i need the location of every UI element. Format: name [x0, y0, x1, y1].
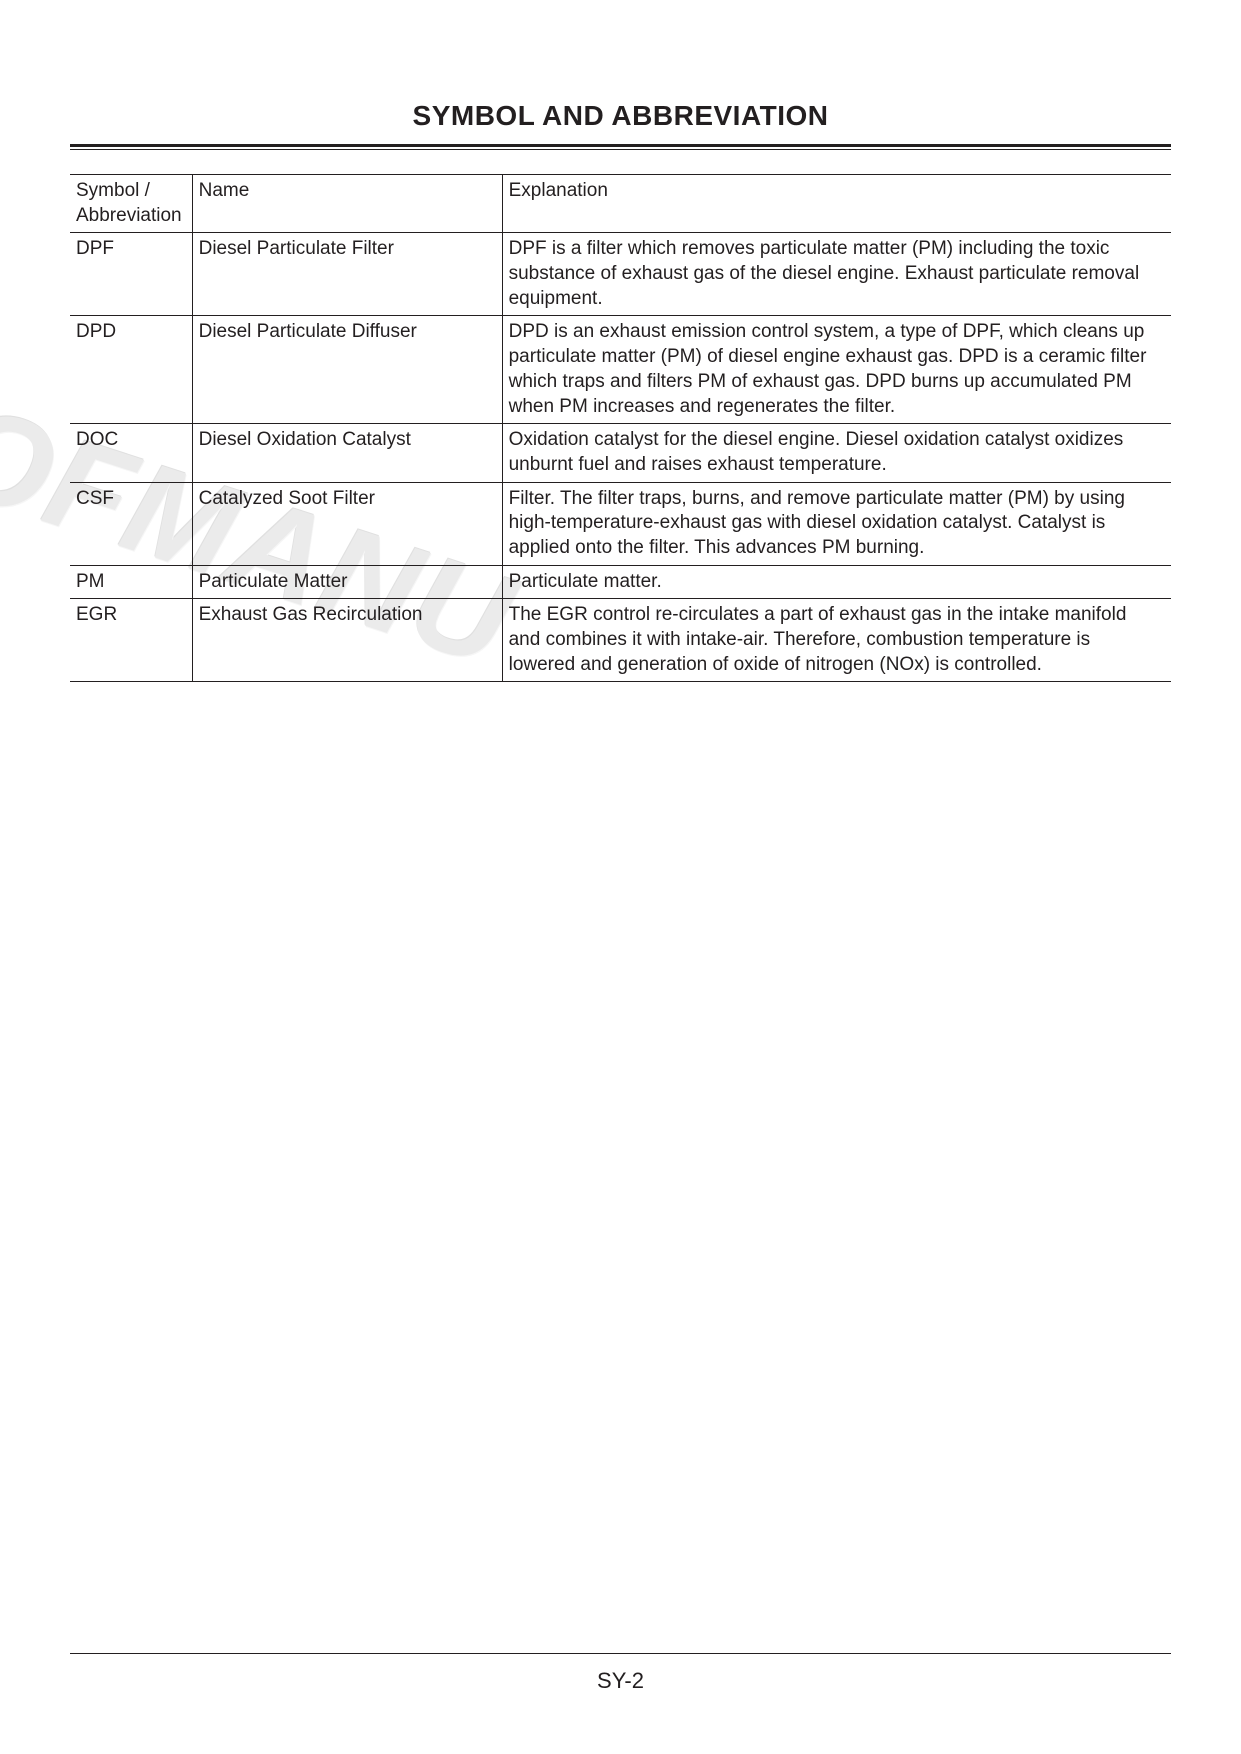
cell-symbol: EGR: [70, 599, 192, 682]
cell-explanation: DPD is an exhaust emission control syste…: [502, 316, 1171, 424]
abbreviation-table: Symbol / Abbreviation Name Explanation D…: [70, 174, 1171, 682]
cell-name: Exhaust Gas Recirculation: [192, 599, 502, 682]
col-header-name: Name: [192, 175, 502, 233]
cell-explanation: Filter. The filter traps, burns, and rem…: [502, 482, 1171, 565]
table-row: DOC Diesel Oxidation Catalyst Oxidation …: [70, 424, 1171, 482]
table-row: EGR Exhaust Gas Recirculation The EGR co…: [70, 599, 1171, 682]
cell-explanation: DPF is a filter which removes particulat…: [502, 233, 1171, 316]
table-header-row: Symbol / Abbreviation Name Explanation: [70, 175, 1171, 233]
page-title: SYMBOL AND ABBREVIATION: [70, 100, 1171, 132]
table-row: DPF Diesel Particulate Filter DPF is a f…: [70, 233, 1171, 316]
cell-name: Diesel Particulate Filter: [192, 233, 502, 316]
table-row: CSF Catalyzed Soot Filter Filter. The fi…: [70, 482, 1171, 565]
table-row: PM Particulate Matter Particulate matter…: [70, 565, 1171, 599]
cell-name: Catalyzed Soot Filter: [192, 482, 502, 565]
cell-symbol: PM: [70, 565, 192, 599]
cell-name: Diesel Oxidation Catalyst: [192, 424, 502, 482]
cell-symbol: DPF: [70, 233, 192, 316]
col-header-symbol: Symbol / Abbreviation: [70, 175, 192, 233]
cell-name: Particulate Matter: [192, 565, 502, 599]
cell-name: Diesel Particulate Diffuser: [192, 316, 502, 424]
page-number: SY-2: [0, 1668, 1241, 1694]
title-rule: [70, 144, 1171, 150]
col-header-explanation: Explanation: [502, 175, 1171, 233]
cell-symbol: CSF: [70, 482, 192, 565]
cell-symbol: DOC: [70, 424, 192, 482]
cell-symbol: DPD: [70, 316, 192, 424]
cell-explanation: Particulate matter.: [502, 565, 1171, 599]
table-row: DPD Diesel Particulate Diffuser DPD is a…: [70, 316, 1171, 424]
cell-explanation: The EGR control re-circulates a part of …: [502, 599, 1171, 682]
cell-explanation: Oxidation catalyst for the diesel engine…: [502, 424, 1171, 482]
footer-rule: [70, 1653, 1171, 1654]
